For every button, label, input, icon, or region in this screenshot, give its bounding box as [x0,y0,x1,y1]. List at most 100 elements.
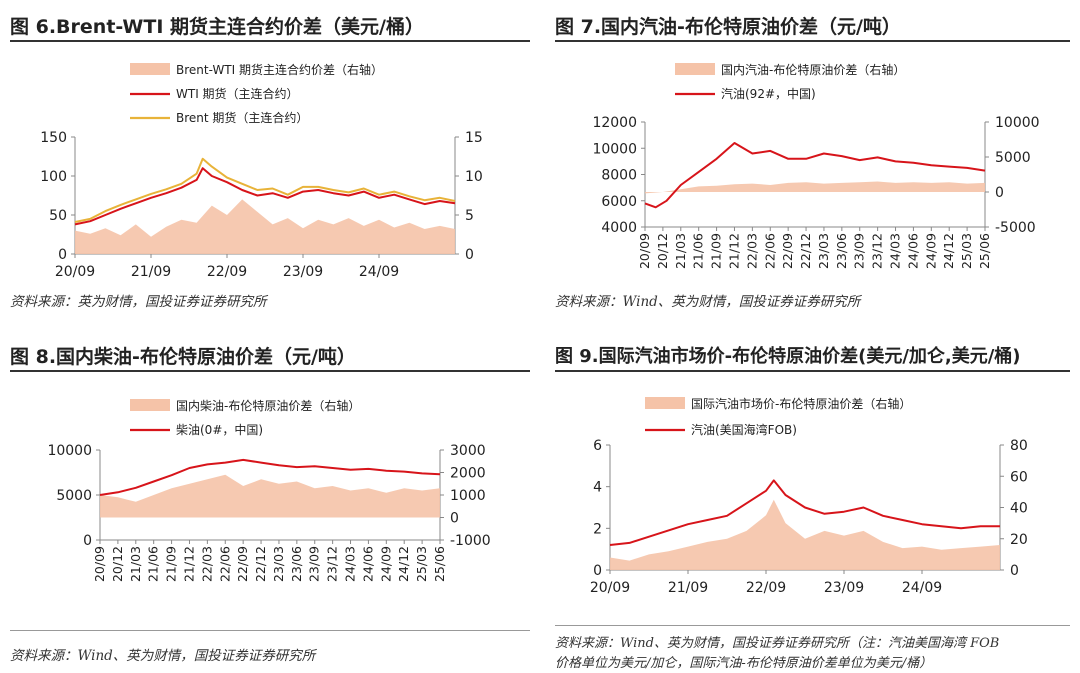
x-tick-label: 24/09 [902,580,942,596]
x-tick-label: 23/09 [824,580,864,596]
series-line-2 [74,157,456,223]
y-right-tick-label: 0 [1010,563,1019,579]
legend-swatch-0 [130,63,170,75]
y-right-tick-label: 20 [1010,532,1028,548]
series-area-0 [610,499,1000,570]
panel-fig6: 图 6.Brent-WTI 期货主连合约价差（美元/桶） Brent-WTI 期… [10,12,530,312]
series-area-0 [75,199,455,254]
panel-fig9: 图 9.国际汽油市场价-布伦特原油价差(美元/加仑,美元/桶) 国际汽油市场价-… [555,342,1070,672]
x-tick-label: 22/09 [207,264,247,280]
y-left-tick-label: 100 [40,169,67,185]
panel-fig8: 图 8.国内柴油-布伦特原油价差（元/吨） 国内柴油-布伦特原油价差（右轴） 柴油… [10,342,530,664]
y-right-tick-label: 0 [465,247,474,263]
x-tick-label: 25/06 [432,546,447,582]
source-note: 资料来源：英为财情，国投证券证券研究所 [10,294,267,310]
series-area-0 [100,474,440,518]
legend-label-1: 柴油(0#，中国) [176,422,263,437]
x-tick-label: 24/09 [359,264,399,280]
x-tick-label: 21/06 [146,546,161,582]
x-tick-label: 21/09 [709,233,724,269]
chart-fig8: 国内柴油-布伦特原油价差（右轴）柴油(0#，中国)0500010000-1000… [47,398,491,582]
x-tick-label: 23/03 [816,233,831,269]
y-right-tick-label: 60 [1010,469,1028,485]
title-rule [555,40,1070,42]
y-right-tick-label: 0 [450,511,459,527]
y-left-tick-label: 4000 [601,220,637,236]
y-left-tick-label: 12000 [592,115,637,131]
legend-label-0: Brent-WTI 期货主连合约价差（右轴） [176,62,383,77]
x-tick-label: 22/03 [199,546,214,582]
y-left-tick-label: 8000 [601,168,637,184]
x-tick-label: 21/03 [128,546,143,582]
x-tick-label: 24/06 [905,233,920,269]
series-line-1 [644,142,986,209]
x-tick-label: 23/09 [852,233,867,269]
x-tick-label: 24/06 [360,546,375,582]
chart-fig6: Brent-WTI 期货主连合约价差（右轴） WTI 期货（主连合约） Brent … [40,62,483,280]
x-tick-label: 24/12 [941,233,956,269]
y-right-tick-label: 15 [465,130,483,146]
title-rule [10,370,530,372]
source-note-line1: 资料来源：Wind、英为财情，国投证券证券研究所（注：汽油美国海湾 FOB [555,636,1000,651]
source-note: 资料来源：Wind、英为财情，国投证券证券研究所 [10,648,316,664]
x-tick-label: 21/03 [673,233,688,269]
chart-title: 图 7.国内汽油-布伦特原油价差（元/吨） [555,16,901,38]
x-tick-label: 22/09 [780,233,795,269]
x-tick-label: 24/03 [343,546,358,582]
y-left-tick-label: 50 [49,208,67,224]
legend-label-1: WTI 期货（主连合约） [176,86,299,101]
y-right-tick-label: 5 [465,208,474,224]
y-left-tick-label: 2 [593,521,602,537]
legend-label-0: 国内柴油-布伦特原油价差（右轴） [176,398,360,413]
x-tick-label: 21/12 [726,233,741,269]
legend-swatch-0 [645,397,685,409]
source-rule [10,630,530,631]
y-right-tick-label: -1000 [450,533,491,549]
y-right-tick-label: 5000 [995,150,1031,166]
y-left-tick-label: 5000 [56,488,92,504]
series-area-0 [645,181,985,194]
x-tick-label: 25/03 [414,546,429,582]
y-right-tick-label: -5000 [995,220,1036,236]
title-rule [555,370,1070,372]
x-tick-label: 25/03 [959,233,974,269]
y-left-tick-label: 150 [40,130,67,146]
y-right-tick-label: 80 [1010,438,1028,454]
x-tick-label: 23/09 [307,546,322,582]
source-rule [555,625,1070,626]
x-tick-label: 21/06 [691,233,706,269]
x-tick-label: 22/09 [746,580,786,596]
chart-fig7: 国内汽油-布伦特原油价差（右轴） 汽油(92#，中国) 4000 6000 8000 10… [592,62,1039,269]
y-left-tick-label: 10000 [592,141,637,157]
legend-swatch-0 [130,399,170,411]
x-tick-label: 22/06 [762,233,777,269]
legend-label-1: 汽油(92#，中国) [721,86,816,101]
source-note-line2: 价格单位为美元/加仑，国际汽油-布伦特原油价差单位为美元/桶） [555,656,933,671]
y-left-tick-label: 0 [593,563,602,579]
y-right-tick-label: 1000 [450,488,486,504]
y-right-tick-label: 10 [465,169,483,185]
y-left-tick-label: 4 [593,480,602,496]
y-left-tick-label: 0 [83,533,92,549]
x-tick-label: 23/09 [283,264,323,280]
series-line-1 [609,479,1000,546]
chart-title: 图 8.国内柴油-布伦特原油价差（元/吨） [10,346,356,368]
chart-title: 图 6.Brent-WTI 期货主连合约价差（美元/桶） [10,16,424,38]
x-tick-label: 24/09 [378,546,393,582]
chart-fig9: 国际汽油市场价-布伦特原油价差（右轴）汽油(美国海湾FOB)0246020406… [590,396,1028,596]
x-tick-label: 23/12 [325,546,340,582]
y-left-tick-label: 6000 [601,194,637,210]
x-tick-label: 20/12 [655,233,670,269]
x-tick-label: 22/06 [217,546,232,582]
y-right-tick-label: 0 [995,185,1004,201]
chart-title: 图 9.国际汽油市场价-布伦特原油价差(美元/加仑,美元/桶) [555,346,1021,367]
x-tick-label: 24/03 [888,233,903,269]
y-left-tick-label: 6 [593,438,602,454]
x-tick-label: 24/09 [923,233,938,269]
x-tick-label: 24/12 [396,546,411,582]
series-line-1 [99,458,441,496]
y-left-tick-label: 10000 [47,443,92,459]
legend-label-1: 汽油(美国海湾FOB) [691,422,797,437]
x-tick-label: 20/12 [110,546,125,582]
x-tick-label: 21/09 [668,580,708,596]
